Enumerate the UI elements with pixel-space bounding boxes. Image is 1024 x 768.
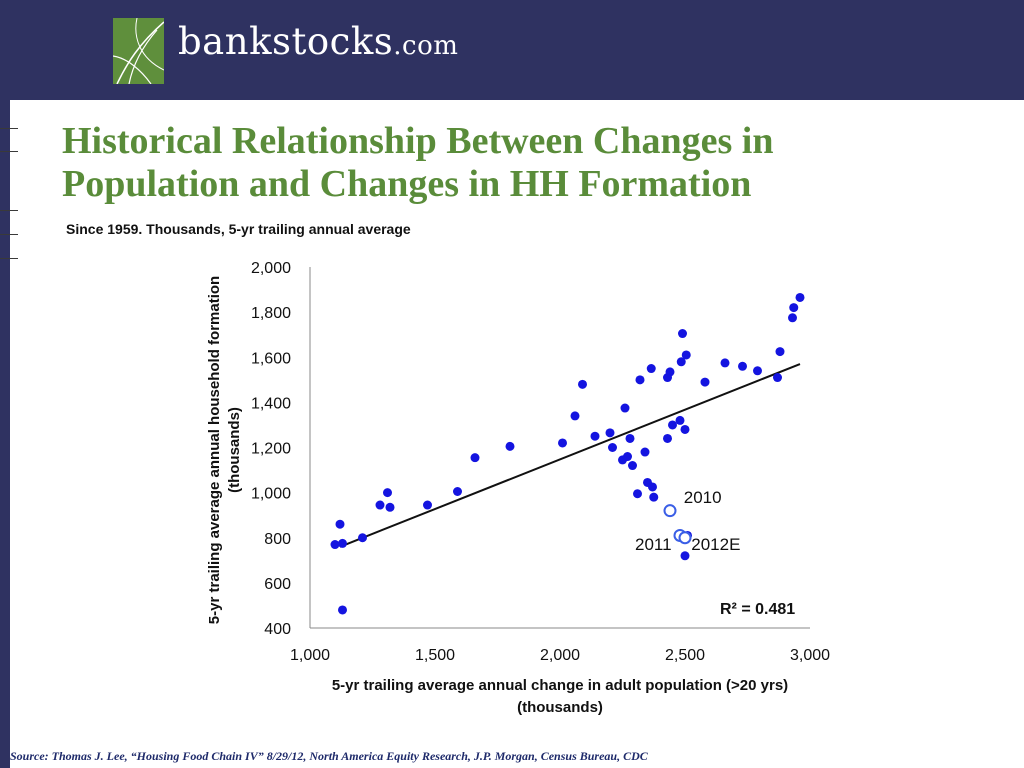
data-point (680, 424, 690, 434)
data-point (470, 453, 480, 463)
data-point (753, 366, 762, 376)
x-tick-label: 1,000 (290, 647, 330, 664)
y-axis-label-line-1: 5-yr trailing average annual household f… (206, 276, 223, 624)
data-point (570, 411, 580, 421)
x-tick-label: 2,000 (540, 647, 580, 664)
data-point (383, 488, 392, 498)
highlighted-point (663, 504, 677, 518)
data-point (558, 438, 567, 448)
data-point (335, 519, 345, 529)
data-point (628, 461, 637, 471)
data-point (338, 538, 347, 548)
y-tick-label: 1,000 (251, 486, 291, 503)
x-tick-label: 3,000 (790, 647, 830, 664)
data-point (623, 452, 632, 462)
data-point (505, 441, 515, 451)
y-tick-label: 2,000 (251, 260, 291, 277)
y-tick-label: 800 (264, 531, 291, 548)
data-points (330, 292, 805, 615)
annotations: 2010 2011 2012E (635, 488, 740, 554)
data-point (681, 350, 691, 360)
scatter-chart: 4006008001,0001,2001,4001,6001,8002,000 … (206, 260, 830, 716)
data-point (675, 415, 685, 425)
edge-tick-marks (0, 100, 22, 300)
header-bar: bankstocks.com (0, 0, 1024, 100)
y-tick-label: 600 (264, 576, 291, 593)
data-point (665, 367, 675, 377)
data-point (663, 433, 672, 443)
data-point (788, 313, 797, 323)
trend-line (339, 363, 801, 548)
data-point (640, 447, 650, 457)
data-point (648, 482, 657, 492)
x-tick-label: 2,500 (665, 647, 705, 664)
data-point (668, 420, 677, 430)
point-annotation-label: 2010 (684, 488, 722, 507)
x-axis-label-line-2: (thousands) (517, 699, 603, 716)
data-point (775, 347, 785, 357)
data-point (578, 379, 587, 389)
logo-text[interactable]: bankstocks.com (178, 20, 459, 63)
y-axis-label-line-2: (thousands) (226, 407, 243, 493)
data-point (620, 403, 630, 413)
highlighted-point (678, 531, 692, 545)
chart-subtitle: Since 1959. Thousands, 5-yr trailing ann… (66, 221, 411, 237)
data-point (375, 500, 385, 510)
data-point (789, 303, 799, 313)
data-point (795, 292, 805, 302)
data-point (338, 605, 347, 615)
y-tick-label: 400 (264, 621, 291, 638)
data-point (605, 428, 615, 438)
data-point (590, 431, 600, 441)
y-tick-label: 1,400 (251, 395, 291, 412)
title-line-2: Population and Changes in HH Formation (62, 163, 752, 205)
data-point (635, 375, 645, 385)
point-annotation-label: 2011 (635, 535, 672, 554)
slide-title: Historical Relationship Between Changes … (62, 120, 1002, 206)
data-point (385, 502, 395, 512)
data-point (678, 329, 687, 339)
x-axis-ticks: 1,000 1,500 2,000 2,500 3,000 (290, 647, 830, 664)
point-annotation-label: 2012E (691, 535, 740, 554)
data-point (676, 357, 686, 367)
data-point (700, 377, 710, 387)
source-note: Source: Thomas J. Lee, “Housing Food Cha… (10, 749, 648, 763)
data-point (680, 551, 690, 561)
y-axis-ticks: 400 600 800 1,000 1,200 1,400 1,600 1,800 2,000 (251, 260, 291, 638)
logo-mark-icon (113, 18, 164, 84)
y-tick-label: 1,200 (251, 441, 291, 458)
x-tick-label: 1,500 (415, 647, 455, 664)
data-point (633, 489, 642, 499)
x-axis-label-line-1: 5-yr trailing average annual change in a… (332, 677, 788, 694)
data-point (649, 492, 659, 502)
data-point (453, 486, 462, 496)
data-point (646, 364, 656, 374)
data-point (625, 433, 635, 443)
slide-body (10, 100, 1024, 768)
data-point (738, 361, 747, 371)
data-point (608, 443, 617, 452)
r-squared-label: R² = 0.481 (720, 601, 795, 618)
data-point (773, 373, 782, 383)
y-tick-label: 1,600 (251, 350, 291, 367)
data-point (423, 500, 432, 510)
data-point (720, 358, 730, 368)
data-point (330, 540, 340, 550)
y-tick-label: 1,800 (251, 305, 291, 322)
data-point (358, 533, 367, 543)
title-line-1: Historical Relationship Between Changes … (62, 120, 774, 162)
